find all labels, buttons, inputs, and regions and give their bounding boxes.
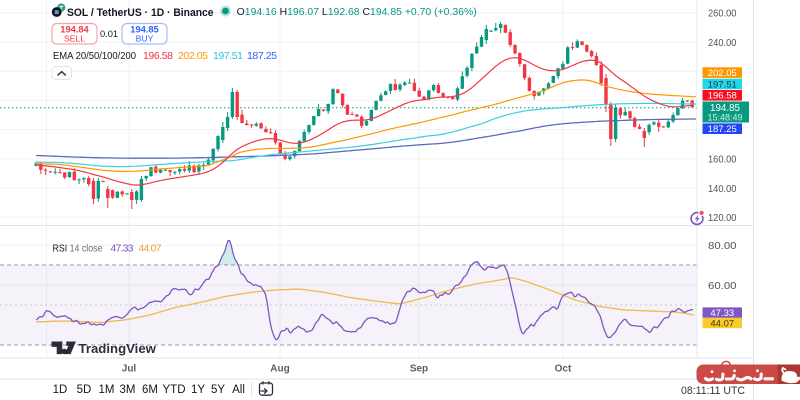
svg-text:All: All [232,384,245,396]
svg-text:47.33: 47.33 [710,308,734,319]
svg-text:YTD: YTD [163,384,186,396]
svg-text:197.51: 197.51 [213,50,243,62]
svg-text:80.00: 80.00 [708,240,737,252]
svg-text:Sep: Sep [410,364,428,375]
svg-text:47.33: 47.33 [111,243,134,255]
svg-text:1Y: 1Y [191,384,205,396]
svg-text:194.85: 194.85 [130,25,158,35]
svg-text:187.25: 187.25 [247,50,277,62]
svg-text:SELL: SELL [64,34,85,44]
svg-text:5D: 5D [77,384,92,396]
svg-text:RSI 14 close: RSI 14 close [53,243,103,255]
svg-text:160.00: 160.00 [708,154,737,166]
svg-text:260.00: 260.00 [708,8,737,20]
svg-text:60.00: 60.00 [708,280,737,292]
svg-text:197.51: 197.51 [708,79,737,90]
svg-text:196.58: 196.58 [143,50,173,62]
svg-text:EMA 20/50/100/200: EMA 20/50/100/200 [53,50,136,62]
svg-text:194.84: 194.84 [60,25,89,35]
svg-text:6M: 6M [142,384,158,396]
svg-text:Jul: Jul [122,364,137,375]
svg-text:TradingView: TradingView [79,341,157,356]
svg-text:5Y: 5Y [211,384,225,396]
svg-text:1M: 1M [99,384,115,396]
svg-text:120.00: 120.00 [708,212,737,224]
svg-text:0.01: 0.01 [100,29,118,39]
svg-text:BUY: BUY [136,34,154,44]
svg-text:08:11:11 UTC: 08:11:11 UTC [681,385,745,397]
svg-text:202.05: 202.05 [178,50,208,62]
svg-text:196.58: 196.58 [708,91,737,102]
svg-text:44.07: 44.07 [710,318,734,329]
svg-text:O194.16 H196.07 L192.68 C194.8: O194.16 H196.07 L192.68 C194.85 +0.70 (+… [237,7,477,18]
svg-text:44.07: 44.07 [139,243,162,255]
svg-text:Aug: Aug [270,364,289,375]
svg-text:140.00: 140.00 [708,183,737,195]
svg-text:1D: 1D [53,384,68,396]
svg-text:15:48:49: 15:48:49 [707,112,742,122]
svg-text:187.25: 187.25 [708,124,737,135]
svg-text:202.05: 202.05 [708,68,737,79]
svg-text:Oct: Oct [555,364,572,375]
svg-text:SOL / TetherUS · 1D · Binance: SOL / TetherUS · 1D · Binance [67,7,214,19]
svg-text:240.00: 240.00 [708,37,737,49]
svg-text:3M: 3M [120,384,136,396]
svg-text:194.85: 194.85 [710,103,741,114]
